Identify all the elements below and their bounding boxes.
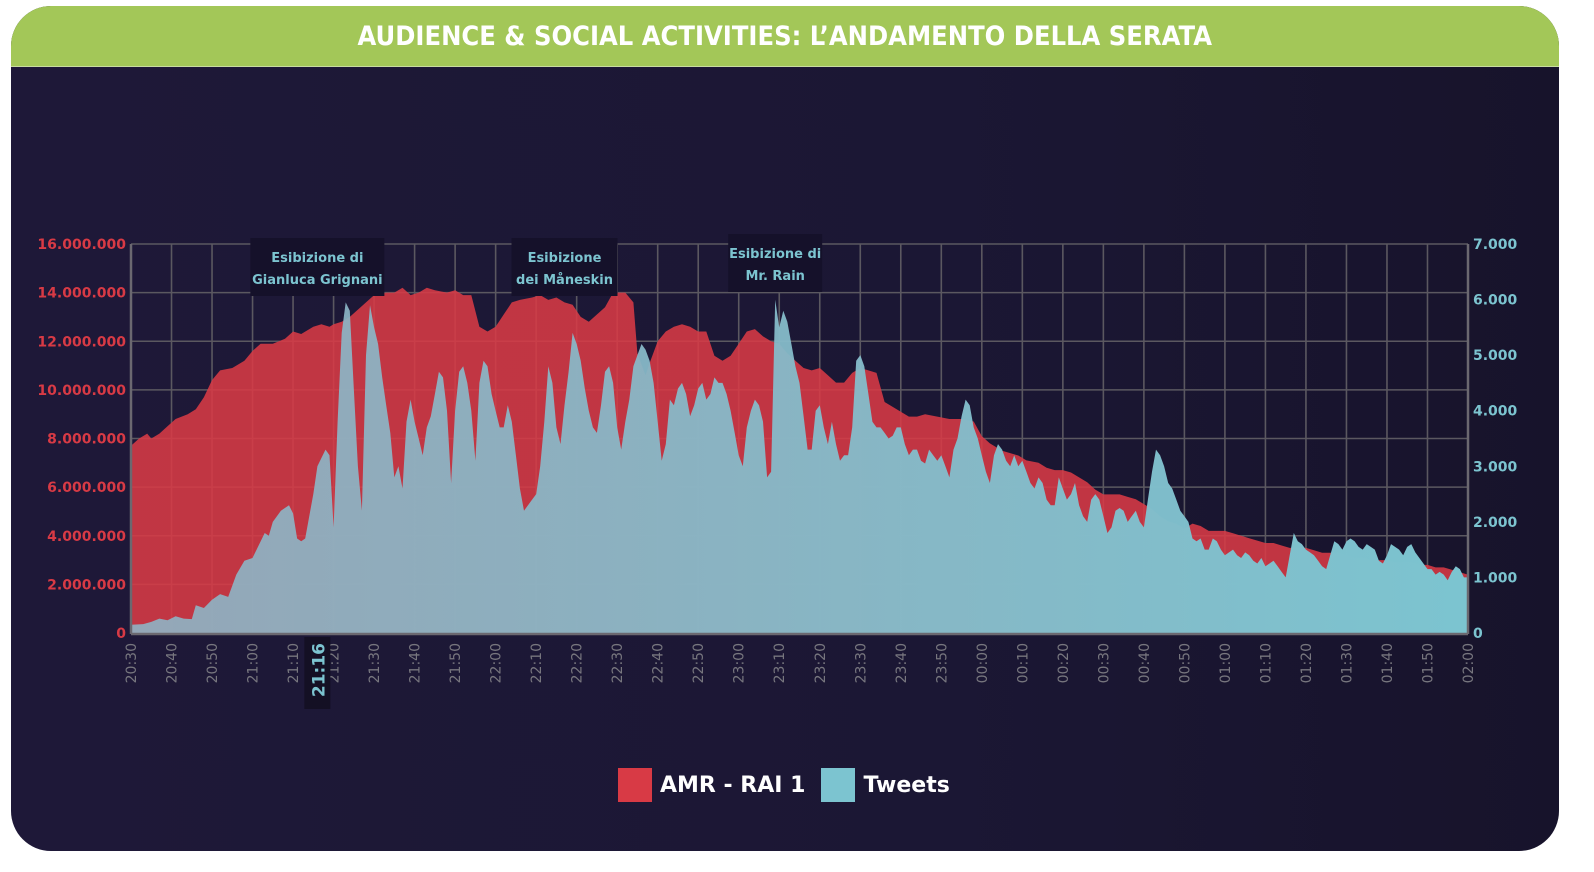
- legend-swatch-tweets: [821, 768, 856, 802]
- y-right-tick-label: 1.000: [1473, 570, 1518, 586]
- legend-item-amr: AMR - RAI 1: [618, 768, 805, 802]
- axes: 0 2.000.000 4.000.000 6.000.000 8.000.000 10.…: [37, 237, 1518, 709]
- x-tick-label: 23:00: [732, 643, 748, 683]
- x-tick-label: 01:20: [1299, 643, 1315, 683]
- x-tick-label: 21:40: [408, 643, 424, 683]
- y-left-tick-label: 10.000.000: [37, 383, 126, 399]
- legend-label-tweets: Tweets: [863, 772, 950, 798]
- y-left-tick-label: 6.000.000: [47, 480, 126, 496]
- y-right-tick-label: 6.000: [1473, 293, 1518, 309]
- x-tick-label: 21:00: [246, 643, 262, 683]
- y-right-tick-label: 7.000: [1473, 237, 1518, 253]
- header-bar: AUDIENCE & SOCIAL ACTIVITIES: L’ANDAMENT…: [11, 6, 1559, 67]
- x-tick-label: 21:20: [327, 643, 343, 683]
- y-left-tick-label: 0: [116, 626, 126, 642]
- x-tick-label: 22:10: [529, 643, 545, 683]
- x-tick-label: 23:10: [772, 643, 788, 683]
- annotation-line1: Esibizione di: [729, 247, 821, 262]
- x-tick-label: 21:10: [286, 643, 302, 683]
- x-tick-label: 22:40: [651, 643, 667, 683]
- x-tick-label: 00:50: [1177, 643, 1193, 683]
- x-tick-label: 22:00: [489, 643, 505, 683]
- y-left-tick-label: 8.000.000: [47, 432, 126, 448]
- x-tick-label: 00:30: [1096, 643, 1112, 683]
- legend-item-tweets: Tweets: [821, 768, 950, 802]
- annotation-line1: Esibizione di: [271, 251, 363, 266]
- annotation-line2: dei Måneskin: [516, 273, 613, 288]
- y-right-tick-label: 4.000: [1473, 404, 1518, 420]
- annotation-box: Esibizione dei Måneskin: [511, 238, 618, 296]
- annotation-box: Esibizione di Mr. Rain: [728, 234, 823, 292]
- x-tick-label: 01:50: [1420, 643, 1436, 683]
- annotation-line2: Mr. Rain: [745, 269, 804, 284]
- x-tick-label: 02:00: [1461, 643, 1477, 683]
- area-tweets: [131, 299, 1468, 633]
- x-tick-label: 00:40: [1137, 643, 1153, 683]
- annotation-bg: [728, 234, 823, 292]
- x-tick-label: 22:20: [570, 643, 586, 683]
- annotation-line2: Gianluca Grignani: [252, 273, 382, 288]
- series-areas: [131, 287, 1468, 633]
- annotation-line1: Esibizione: [528, 251, 602, 266]
- legend-label-amr: AMR - RAI 1: [660, 772, 806, 798]
- highlight-time-bg: [304, 637, 331, 709]
- y-left-tick-label: 12.000.000: [37, 334, 126, 350]
- x-tick-label: 01:10: [1258, 643, 1274, 683]
- chart-title: AUDIENCE & SOCIAL ACTIVITIES: L’ANDAMENT…: [357, 20, 1213, 52]
- x-tick-label: 23:30: [853, 643, 869, 683]
- annotation-bg: [250, 238, 385, 296]
- y-left-tick-label: 2.000.000: [47, 577, 126, 593]
- highlight-time-label: 21:16: [309, 643, 329, 697]
- x-tick-label: 20:30: [124, 643, 140, 683]
- x-tick-label: 00:20: [1056, 643, 1072, 683]
- x-tick-label: 01:30: [1339, 643, 1355, 683]
- y-right-tick-label: 5.000: [1473, 348, 1518, 364]
- x-tick-label: 23:40: [894, 643, 910, 683]
- x-tick-label: 21:50: [448, 643, 464, 683]
- y-left-tick-label: 16.000.000: [37, 237, 126, 253]
- y-left-tick-label: 14.000.000: [37, 286, 126, 302]
- y-right-tick-label: 3.000: [1473, 459, 1518, 475]
- x-tick-label: 20:40: [165, 643, 181, 683]
- x-tick-label: 23:20: [813, 643, 829, 683]
- x-tick-label: 22:50: [691, 643, 707, 683]
- y-left-tick-label: 4.000.000: [47, 529, 126, 545]
- x-tick-label: 01:40: [1380, 643, 1396, 683]
- legend: AMR - RAI 1 Tweets: [618, 768, 956, 802]
- y-right-tick-label: 2.000: [1473, 515, 1518, 531]
- y-right-tick-label: 0: [1473, 626, 1483, 642]
- annotation-box: Esibizione di Gianluca Grignani: [250, 238, 385, 296]
- x-tick-label: 00:10: [1015, 643, 1031, 683]
- x-tick-label: 01:00: [1218, 643, 1234, 683]
- x-tick-label: 20:50: [205, 643, 221, 683]
- x-tick-label: 00:00: [975, 643, 991, 683]
- x-tick-label: 21:30: [367, 643, 383, 683]
- legend-swatch-amr: [618, 768, 652, 802]
- annotation-bg: [511, 238, 618, 296]
- x-tick-label: 22:30: [610, 643, 626, 683]
- x-tick-label: 23:50: [934, 643, 950, 683]
